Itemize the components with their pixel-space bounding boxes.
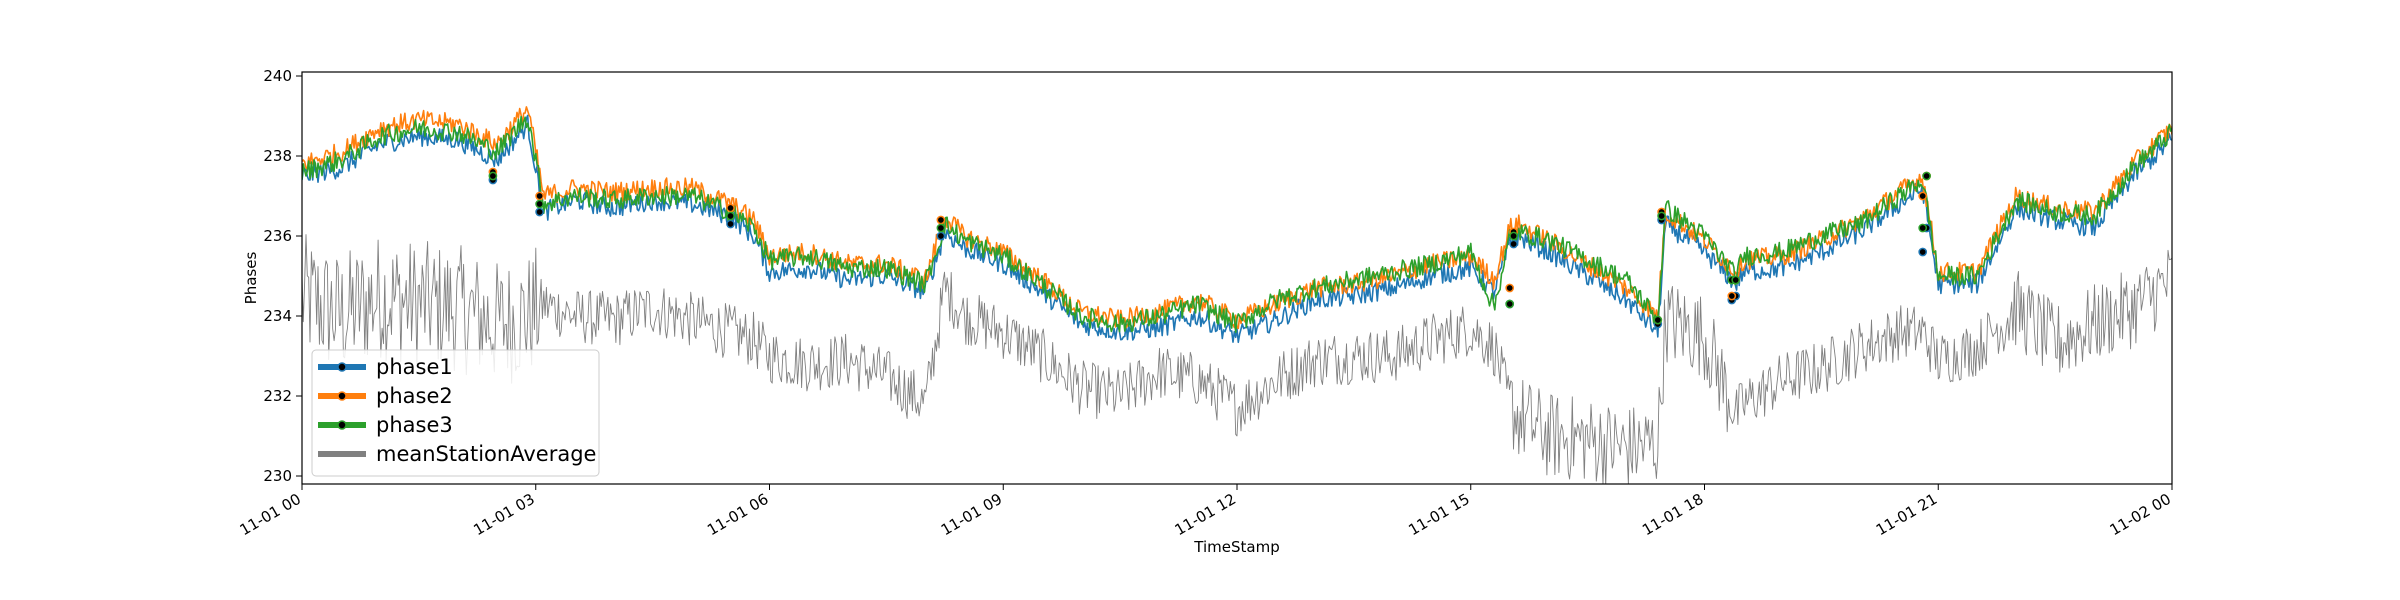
y-axis: 230 232 234 236 238 240 — [263, 67, 302, 485]
y-tick-label: 230 — [263, 467, 292, 485]
marker-phase1 — [1509, 239, 1518, 249]
marker-phase3 — [488, 171, 498, 181]
marker-phase2 — [535, 191, 544, 201]
x-axis-title: TimeStamp — [1193, 538, 1279, 556]
legend-label-phase1: phase1 — [376, 355, 453, 379]
marker-phase1 — [726, 219, 735, 229]
marker-phase3 — [1505, 299, 1515, 309]
legend-marker-phase2 — [337, 391, 347, 401]
marker-phase3 — [535, 199, 544, 209]
legend-marker-phase1 — [337, 362, 347, 372]
x-tick-label: 11-01 15 — [1405, 490, 1472, 539]
marker-phase2 — [936, 215, 946, 225]
marker-phase3 — [1918, 223, 1928, 233]
marker-phase1 — [1918, 247, 1928, 257]
marker-phase2 — [1505, 283, 1515, 293]
marker-phase2 — [1727, 291, 1737, 301]
x-tick-label: 11-01 21 — [1873, 490, 1940, 539]
marker-phase3 — [1657, 211, 1666, 221]
legend-label-phase2: phase2 — [376, 384, 453, 408]
legend: phase1 phase2 phase3 meanStationAverage — [311, 349, 600, 477]
x-tick-label: 11-01 18 — [1639, 490, 1706, 539]
y-axis-title: Phases — [242, 252, 260, 305]
x-tick-label: 11-01 06 — [704, 490, 771, 539]
marker-phase3 — [1922, 171, 1931, 181]
x-axis: 11-01 00 11-01 03 11-01 06 11-01 09 11-01 12… — [237, 484, 2174, 539]
y-tick-label: 240 — [263, 67, 292, 85]
marker-phase2 — [1918, 191, 1928, 201]
x-tick-label: 11-02 00 — [2107, 490, 2174, 539]
marker-phase3 — [1731, 275, 1741, 285]
marker-layer — [488, 167, 1931, 329]
legend-label-phase3: phase3 — [376, 413, 453, 437]
marker-phase1 — [535, 207, 544, 217]
series-layer — [302, 106, 2172, 484]
marker-phase2 — [726, 203, 735, 213]
series-line-phase1 — [302, 114, 2172, 344]
marker-phase3 — [936, 223, 946, 233]
x-tick-label: 11-01 12 — [1172, 490, 1239, 539]
marker-phase3 — [1509, 231, 1518, 241]
x-tick-label: 11-01 09 — [938, 490, 1005, 539]
legend-marker-phase3 — [337, 420, 347, 430]
x-tick-label: 11-01 00 — [237, 490, 304, 539]
marker-phase3 — [1653, 315, 1663, 325]
y-tick-label: 232 — [263, 387, 292, 405]
legend-box — [311, 349, 600, 477]
y-tick-label: 234 — [263, 307, 292, 325]
series-line-phase3 — [302, 115, 2172, 334]
y-tick-label: 236 — [263, 227, 292, 245]
legend-label-meanStationAverage: meanStationAverage — [376, 442, 596, 466]
x-tick-label: 11-01 03 — [470, 490, 537, 539]
series-line-meanStationAverage — [302, 234, 2172, 484]
marker-phase1 — [936, 231, 946, 241]
marker-phase3 — [726, 211, 735, 221]
y-tick-label: 238 — [263, 147, 292, 165]
